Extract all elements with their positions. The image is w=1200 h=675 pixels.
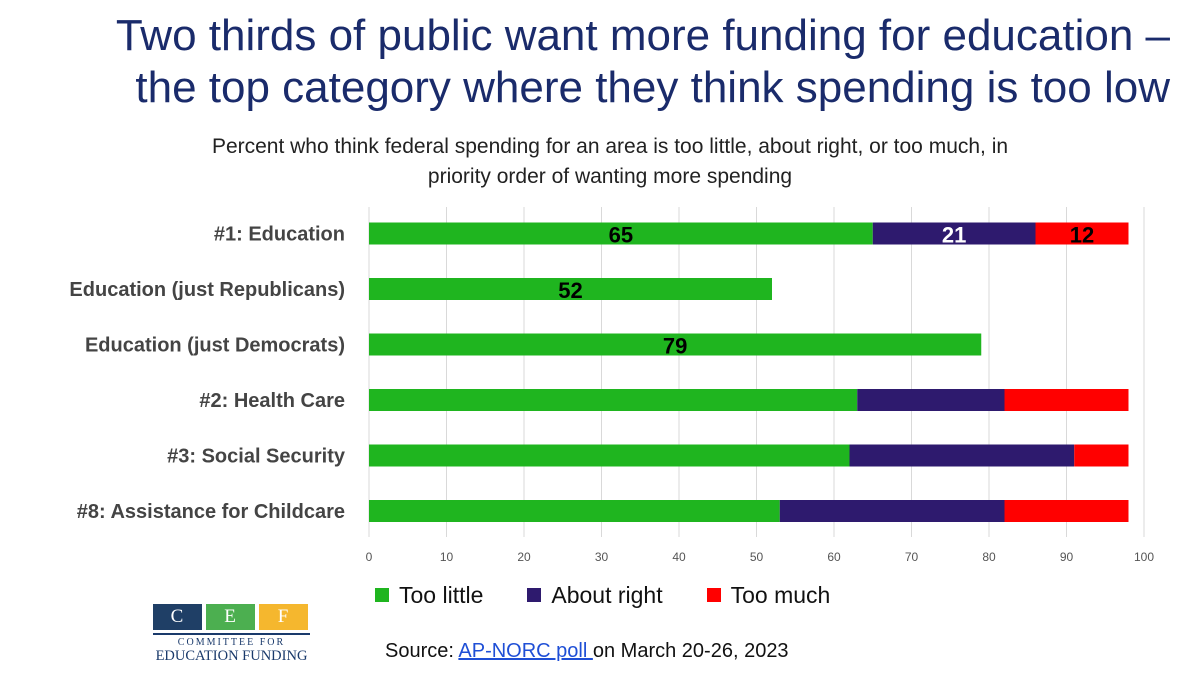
chart-legend: Too little About right Too much <box>375 580 874 610</box>
bar-about-right <box>849 444 1075 467</box>
category-label: Education (just Republicans) <box>69 279 345 301</box>
logo-letter-e: E <box>206 604 255 630</box>
bar-too-little <box>369 500 780 522</box>
legend-label-about-right: About right <box>551 581 663 608</box>
bar-too-much <box>1074 444 1129 467</box>
category-label: Education (just Democrats) <box>85 335 345 357</box>
data-label: 21 <box>942 223 966 248</box>
data-label: 52 <box>558 278 582 303</box>
bar-about-right <box>779 500 1005 522</box>
legend-swatch-too-little <box>375 588 389 602</box>
subtitle-line-2: priority order of wanting more spending <box>427 165 793 188</box>
bar-too-little <box>369 444 850 467</box>
legend-item-too-much: Too much <box>706 581 831 609</box>
chart-subtitle: Percent who think federal spending for a… <box>140 132 1080 192</box>
logo-rule <box>153 633 310 635</box>
x-tick-label: 100 <box>1134 550 1154 564</box>
legend-item-about-right: About right <box>527 581 663 609</box>
x-tick-label: 40 <box>672 550 686 564</box>
bar-too-little <box>369 389 858 411</box>
legend-label-too-much: Too much <box>730 581 831 608</box>
legend-swatch-about-right <box>527 588 542 602</box>
category-label: #1: Education <box>214 224 345 246</box>
logo-letter-f: F <box>259 604 308 630</box>
x-tick-label: 20 <box>517 550 531 564</box>
source-note: Source: AP-NORC poll on March 20-26, 202… <box>385 640 789 663</box>
x-tick-label: 10 <box>440 550 454 564</box>
x-tick-label: 70 <box>905 550 919 564</box>
bar-about-right <box>872 222 1036 245</box>
bar-too-much <box>1004 500 1129 522</box>
category-label: #8: Assistance for Childcare <box>77 501 345 523</box>
bar-too-little <box>369 222 873 245</box>
bar-too-little <box>369 333 982 356</box>
legend-item-too-little: Too little <box>375 582 483 609</box>
title-line-2: the top category where they think spendi… <box>135 63 1170 112</box>
legend-swatch-too-much <box>706 588 721 602</box>
title-line-1: Two thirds of public want more funding f… <box>115 11 1170 60</box>
logo-letter-c: C <box>153 604 202 630</box>
logo-line-2: EDUCATION FUNDING <box>155 648 308 664</box>
source-prefix: Source: <box>385 640 459 662</box>
legend-label-too-little: Too little <box>399 581 484 608</box>
source-link[interactable]: AP-NORC poll <box>458 640 593 662</box>
x-tick-label: 50 <box>750 550 764 564</box>
source-suffix: on March 20-26, 2023 <box>592 640 789 662</box>
x-tick-label: 60 <box>827 550 841 564</box>
x-tick-label: 30 <box>595 550 609 564</box>
logo-letter-boxes: C E F <box>153 604 313 630</box>
data-label: 65 <box>609 223 633 248</box>
data-label: 12 <box>1070 223 1094 248</box>
subtitle-line-1: Percent who think federal spending for a… <box>211 135 1009 158</box>
x-tick-label: 90 <box>1060 550 1074 564</box>
bar-too-little <box>369 278 772 300</box>
logo-line-1: COMMITTEE FOR <box>177 637 286 648</box>
bar-about-right <box>857 389 1005 411</box>
x-tick-label: 0 <box>366 550 373 564</box>
category-label: #3: Social Security <box>167 446 346 468</box>
category-label: #2: Health Care <box>199 390 345 412</box>
bar-too-much <box>1035 222 1129 245</box>
chart-title: Two thirds of public want more funding f… <box>40 10 1170 114</box>
bar-too-much <box>1004 389 1129 411</box>
cef-logo: C E F COMMITTEE FOR EDUCATION FUNDING <box>153 604 313 665</box>
x-tick-label: 80 <box>982 550 996 564</box>
data-label: 79 <box>663 334 687 359</box>
